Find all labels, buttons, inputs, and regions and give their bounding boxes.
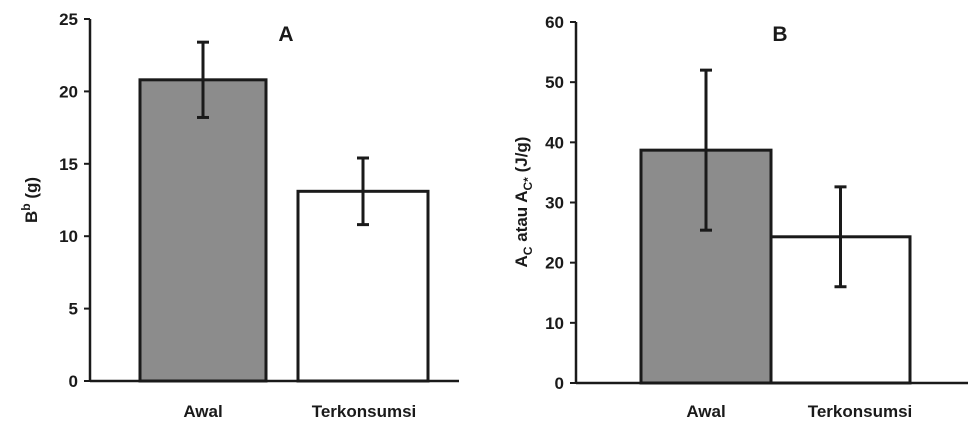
panel-b-y-tick-label: 30	[545, 194, 564, 213]
panel-a-y-tick-label: 10	[59, 227, 78, 246]
panel-b-error-bar-awal	[700, 68, 712, 232]
panel-a-ylabel-sup: b	[19, 203, 33, 210]
panel-a-category-awal: Awal	[183, 402, 222, 421]
panel-b-ylabel-atau: atau A	[512, 190, 531, 246]
panel-b-y-tick-label: 20	[545, 254, 564, 273]
panel-a-category-terkonsumsi: Terkonsumsi	[312, 402, 417, 421]
panel-a-bar-awal	[138, 78, 268, 383]
panel-a-ylabel-base: B	[22, 211, 41, 223]
panel-b-bars	[639, 148, 912, 385]
panel-a-y-ticks: 0 5 10 15 20 25	[59, 10, 90, 391]
panel-a-error-bars	[197, 40, 369, 227]
panel-b-category-awal: Awal	[686, 402, 725, 421]
panel-b-y-tick-label: 40	[545, 133, 564, 152]
panel-b-y-ticks: 0 10 20 30 40 50 60	[545, 13, 576, 393]
panel-a-error-bar-terkonsumsi	[357, 156, 369, 227]
panel-a-y-tick-label: 15	[59, 155, 78, 174]
panel-a-y-axis-label: Bb (g)	[19, 177, 41, 223]
panel-b-error-bars	[700, 68, 847, 289]
panel-b-ylabel-unit: (J/g)	[512, 137, 531, 178]
panel-b-y-tick-label: 50	[545, 73, 564, 92]
panel-b-error-bar-terkonsumsi	[834, 185, 847, 289]
panel-a-bars	[138, 78, 430, 383]
panel-a-y-tick-label: 5	[69, 300, 78, 319]
panel-b-ylabel-sub-cstar: C*	[521, 177, 535, 191]
panel-a: 0 5 10 15 20 25 A Awal Terkonsumsi Bb (g)	[19, 10, 459, 421]
panel-b-category-terkonsumsi: Terkonsumsi	[808, 402, 913, 421]
panel-a-title: A	[278, 23, 293, 46]
panel-b-ylabel-a: A	[512, 255, 531, 267]
panel-b-y-axis-label: AC atau AC* (J/g)	[512, 137, 535, 268]
panel-a-y-tick-label: 25	[59, 10, 78, 29]
panel-b-y-tick-label: 0	[555, 374, 564, 393]
panel-a-error-bar-awal	[197, 40, 209, 119]
panel-a-y-tick-label: 0	[69, 372, 78, 391]
panel-b: 0 10 20 30 40 50 60 B Awal Terkonsumsi AC atau…	[512, 13, 968, 421]
panel-b-y-tick-label: 10	[545, 314, 564, 333]
panel-a-y-tick-label: 20	[59, 82, 78, 101]
panel-b-y-tick-label: 60	[545, 13, 564, 32]
panel-b-title: B	[772, 23, 787, 46]
panel-a-ylabel-unit: (g)	[22, 177, 41, 203]
panel-b-ylabel-sub-c: C	[521, 246, 535, 255]
